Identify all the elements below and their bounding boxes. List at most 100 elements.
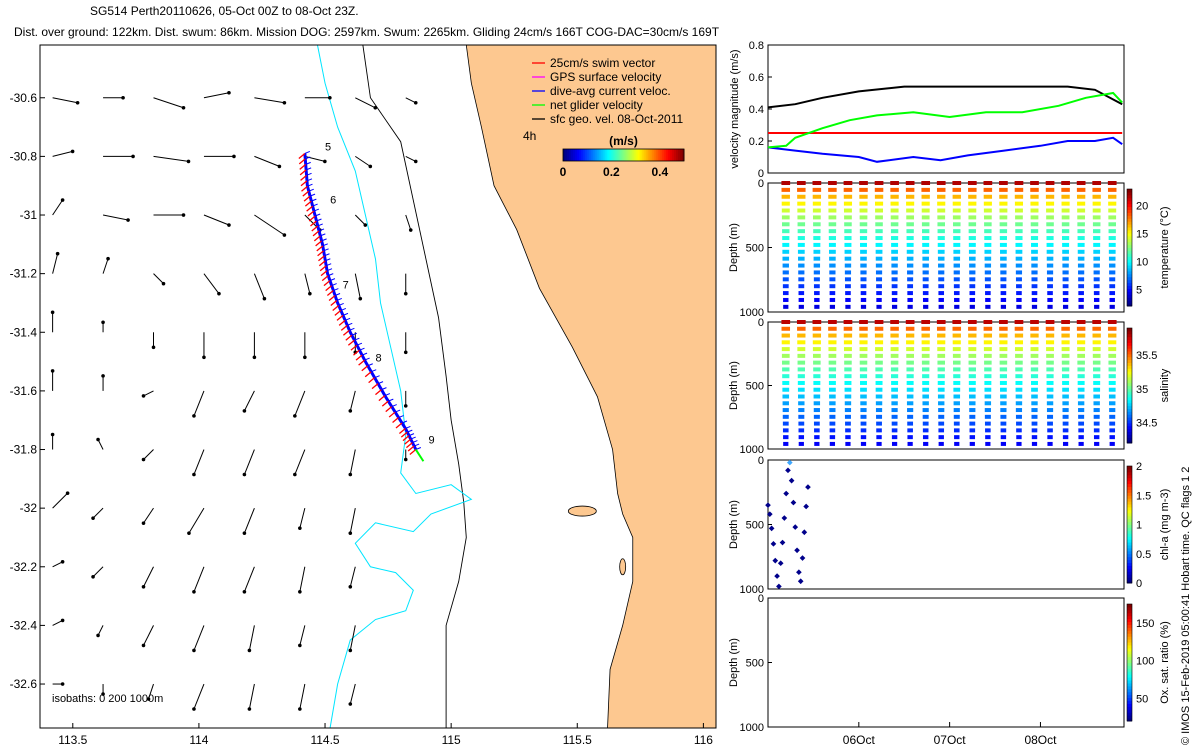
map-frame (39, 44, 717, 729)
section-profile-point (953, 277, 960, 282)
rottnest-island (567, 505, 597, 517)
section-profile-point (1045, 181, 1055, 185)
section-profile-point (876, 435, 882, 440)
section-profile-point (1092, 333, 1101, 338)
section-profile-point (1061, 353, 1070, 358)
section-profile-point (1030, 208, 1039, 213)
section-profile-point (783, 435, 789, 440)
colorbar-cell (1127, 700, 1132, 704)
colorbar-cell (1127, 411, 1132, 415)
section-profile-point (781, 326, 791, 331)
colorbar-cell (1127, 276, 1132, 281)
colorbar-tick-label: 1 (1136, 520, 1142, 532)
section-profile-point (1093, 297, 1100, 302)
section-profile-point (845, 291, 851, 296)
section-profile-point (999, 242, 1007, 247)
section-profile-point (1030, 201, 1039, 206)
section-profile-point (813, 284, 820, 289)
current-arrow-head (413, 159, 418, 164)
section-profile-point (1047, 284, 1053, 289)
dac-vector (412, 440, 418, 444)
section-profile-point (875, 222, 883, 227)
colorbar-cell (1127, 342, 1132, 346)
section-profile-point (890, 326, 899, 331)
section-profile-point (844, 414, 851, 419)
section-profile-point (1031, 414, 1038, 419)
section-profile-point (953, 236, 961, 241)
section-profile-point (890, 367, 899, 372)
section-profile-point (1046, 270, 1054, 275)
section-profile-point (1046, 401, 1054, 406)
current-arrow-head (262, 296, 267, 301)
section-profile-point (999, 320, 1008, 324)
section-profile-point (1092, 187, 1101, 192)
colorbar-cell (637, 149, 641, 161)
section-profile-point (843, 340, 853, 345)
colorbar-cell (1127, 691, 1132, 696)
y-axis-label: Depth (m) (728, 638, 740, 687)
section-profile-point (1045, 201, 1055, 206)
section-profile-point (843, 333, 853, 338)
section-profile-point (907, 441, 913, 446)
section-profile-point (921, 208, 930, 213)
section-profile-point (983, 187, 993, 192)
section-profile-point (1062, 435, 1069, 440)
section-profile-point (938, 284, 945, 289)
colorbar-cell (639, 149, 643, 161)
section-data-point (785, 467, 791, 474)
colorbar-cell (1127, 604, 1132, 608)
colorbar-label: salinity (1159, 368, 1171, 402)
swim-vector (306, 205, 314, 212)
swim-vector (318, 255, 325, 262)
dac-vector (307, 183, 313, 187)
dac-vector (321, 238, 327, 242)
current-arrow-head (403, 457, 408, 462)
section-profile-point (890, 229, 899, 234)
section-profile-point (983, 194, 993, 199)
dac-vector (304, 150, 311, 154)
swim-vector (320, 270, 328, 277)
swim-vector (342, 329, 350, 336)
section-profile-point (921, 360, 930, 365)
section-profile-point (921, 333, 930, 338)
section-profile-point (782, 414, 789, 419)
current-arrow-head (121, 95, 125, 100)
section-profile-point (1016, 435, 1022, 440)
section-profile-point (843, 208, 852, 213)
colorbar-cell (1127, 247, 1132, 251)
section-data-point (776, 583, 782, 590)
colorbar-cell (635, 149, 639, 161)
section-profile-point (905, 194, 915, 199)
section-profile-point (1045, 340, 1055, 345)
section-profile-point (953, 229, 961, 234)
section-profile-point (813, 408, 820, 413)
section-profile-point (1061, 340, 1070, 345)
colorbar-cell (621, 149, 624, 161)
section-profile-point (891, 414, 898, 419)
x-tick-label: 115.5 (563, 733, 592, 747)
colorbar-cell (1127, 425, 1132, 430)
section-profile-point (906, 374, 914, 379)
current-arrow-head (308, 291, 312, 296)
section-profile-point (876, 297, 882, 302)
section-profile-point (1015, 380, 1023, 385)
section-profile-point (954, 297, 960, 302)
section-profile-point (1061, 326, 1070, 331)
current-arrow-head (368, 164, 373, 169)
colorbar-cell (1127, 206, 1132, 210)
section-profile-point (891, 435, 898, 440)
section-profile-point (1061, 347, 1070, 352)
colorbar-cell (1127, 235, 1132, 240)
section-profile-point (968, 215, 977, 220)
section-profile-point (984, 236, 992, 241)
y-tick-label: 0.2 (749, 136, 764, 148)
section-profile-point (875, 408, 883, 413)
section-profile-point (936, 181, 946, 185)
section-profile-point (829, 263, 836, 268)
colorbar-cell (627, 149, 631, 161)
section-data-point (768, 525, 775, 532)
dac-vector (309, 193, 316, 197)
section-profile-point (797, 236, 805, 241)
swim-vector (319, 265, 327, 272)
swim-vector (350, 344, 358, 351)
